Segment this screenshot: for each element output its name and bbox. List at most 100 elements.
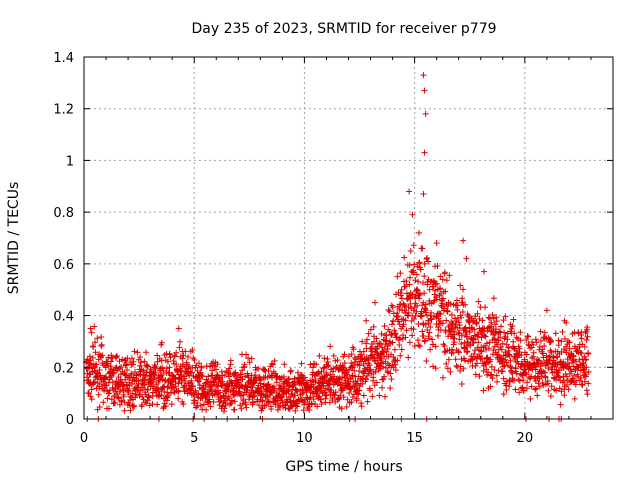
data-point — [426, 329, 433, 336]
data-point — [410, 269, 417, 276]
data-point — [580, 366, 587, 373]
data-point — [458, 340, 465, 347]
data-point — [493, 314, 500, 321]
data-point — [494, 378, 501, 385]
data-point — [222, 402, 229, 409]
data-point — [201, 401, 208, 408]
data-point — [298, 396, 305, 403]
data-point — [120, 391, 127, 398]
data-point — [482, 333, 489, 340]
data-point — [421, 273, 428, 280]
data-point — [524, 333, 531, 340]
data-point — [503, 386, 510, 393]
data-point — [288, 367, 295, 374]
data-point — [225, 373, 232, 380]
data-point — [458, 356, 465, 363]
data-point — [483, 340, 490, 347]
data-point — [512, 365, 519, 372]
data-point — [414, 287, 421, 294]
data-point — [541, 342, 548, 349]
data-point — [175, 395, 182, 402]
data-point — [453, 318, 460, 325]
data-point — [445, 356, 452, 363]
data-point — [530, 349, 537, 356]
data-point — [501, 329, 508, 336]
x-axis-label: GPS time / hours — [285, 459, 402, 475]
data-point — [141, 358, 148, 365]
data-point — [545, 387, 552, 394]
data-point — [379, 376, 386, 383]
data-point — [406, 274, 413, 281]
data-point — [320, 365, 327, 372]
data-point — [391, 327, 398, 334]
data-point — [413, 286, 420, 293]
data-point — [164, 358, 171, 365]
data-point — [126, 401, 133, 408]
data-point — [467, 342, 474, 349]
data-point — [581, 378, 588, 385]
data-point — [246, 359, 253, 366]
data-point — [571, 372, 578, 379]
data-point — [370, 374, 377, 381]
data-point — [385, 307, 392, 314]
data-point — [419, 245, 426, 252]
data-point — [316, 352, 323, 359]
data-point — [321, 355, 328, 362]
data-point — [581, 343, 588, 350]
data-point — [489, 311, 496, 318]
data-point — [197, 369, 204, 376]
data-point — [397, 270, 404, 277]
data-point — [395, 313, 402, 320]
data-point — [463, 334, 470, 341]
data-point — [371, 299, 378, 306]
data-point — [176, 344, 183, 351]
data-point — [154, 401, 161, 408]
data-point — [502, 356, 509, 363]
data-point — [165, 370, 172, 377]
data-point — [318, 401, 325, 408]
data-point — [538, 367, 545, 374]
data-point — [410, 242, 417, 249]
data-point — [127, 407, 134, 414]
data-point — [359, 338, 366, 345]
data-point — [90, 343, 97, 350]
data-point — [432, 365, 439, 372]
data-point — [495, 351, 502, 358]
data-point — [318, 368, 325, 375]
data-point — [86, 390, 93, 397]
data-point — [356, 368, 363, 375]
data-point — [520, 377, 527, 384]
data-point — [483, 355, 490, 362]
data-point — [129, 390, 136, 397]
data-point — [146, 394, 153, 401]
data-point — [307, 361, 314, 368]
data-point — [374, 345, 381, 352]
data-point — [88, 329, 95, 336]
data-point — [455, 349, 462, 356]
data-point — [322, 395, 329, 402]
data-point — [87, 325, 94, 332]
data-point — [411, 342, 418, 349]
data-point — [132, 394, 139, 401]
data-point — [95, 391, 102, 398]
data-point — [409, 332, 416, 339]
data-point — [462, 324, 469, 331]
data-point — [452, 356, 459, 363]
data-point — [432, 281, 439, 288]
data-point — [197, 402, 204, 409]
data-point — [571, 395, 578, 402]
data-point — [336, 375, 343, 382]
data-point — [430, 277, 437, 284]
data-point — [433, 296, 440, 303]
data-point — [207, 363, 214, 370]
data-point — [446, 272, 453, 279]
data-point — [515, 335, 522, 342]
data-point — [236, 388, 243, 395]
data-point — [425, 258, 432, 265]
data-point — [118, 363, 125, 370]
data-point — [545, 365, 552, 372]
data-point — [504, 336, 511, 343]
data-point — [338, 405, 345, 412]
data-point — [146, 402, 153, 409]
data-point — [177, 372, 184, 379]
